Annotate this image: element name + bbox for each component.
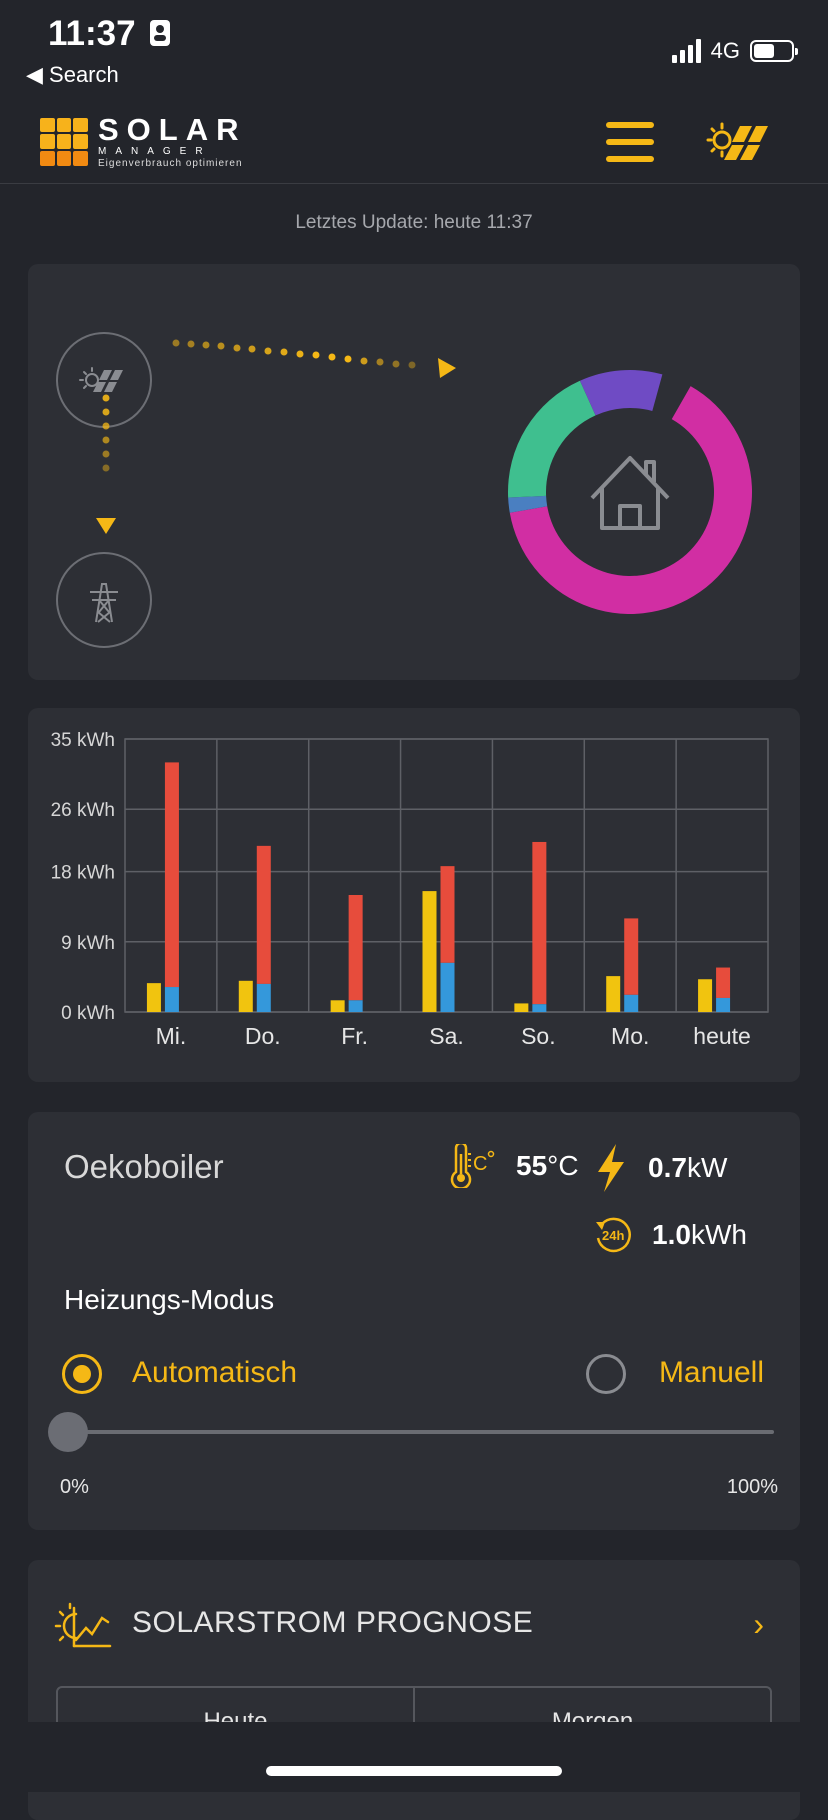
last-update-text: Letztes Update: heute 11:37 — [295, 212, 533, 233]
24h-icon: 24h — [596, 1217, 631, 1253]
chevron-right-icon[interactable]: › — [753, 1606, 764, 1642]
energy-value: 1.0 — [652, 1219, 691, 1250]
power-slider-track[interactable] — [74, 1430, 774, 1434]
bar-grid-consumption — [624, 918, 639, 995]
energy-unit: kWh — [690, 1219, 747, 1250]
sun-panel-icon[interactable] — [706, 116, 770, 164]
contact-card-icon — [150, 20, 171, 46]
power-unit: kW — [686, 1152, 728, 1183]
weekly-energy-card: 0 kWh 9 kWh 18 kWh 26 kWh 35 kWh Mi. Do. Fr. Sa.… — [28, 708, 800, 1082]
energy-flow-card — [28, 264, 800, 680]
solar-panel-logo-icon — [40, 117, 88, 166]
lightning-icon — [598, 1144, 624, 1192]
donut-segment-0 — [509, 386, 752, 614]
solar-to-house-arrow — [172, 339, 456, 378]
bar-self-consumption — [348, 1000, 363, 1012]
logo-subtitle: MANAGER — [98, 146, 212, 157]
bar-production — [514, 1003, 529, 1012]
bar-self-consumption — [256, 983, 271, 1012]
bar-self-consumption — [440, 962, 455, 1012]
x-tick-label: Do. — [245, 1023, 281, 1049]
x-tick-label: So. — [521, 1023, 556, 1049]
x-tick-label: heute — [693, 1023, 751, 1049]
back-to-search-link[interactable]: ◀ Search — [26, 62, 119, 87]
bar-grid-consumption — [164, 762, 179, 988]
radio-manual-label[interactable]: Manuell — [658, 1356, 764, 1389]
x-tick-label: Sa. — [429, 1023, 464, 1049]
thermometer-celsius-icon: C — [450, 1144, 495, 1188]
logo-title: SOLAR — [98, 112, 247, 147]
status-time: 11:37 — [48, 14, 171, 54]
boiler-title: Oekoboiler — [64, 1148, 224, 1185]
svg-text:C: C — [473, 1153, 487, 1175]
status-indicators: 4G — [671, 36, 798, 66]
bar-grid-consumption — [348, 895, 363, 1001]
solar-forecast-chart-icon — [54, 1602, 112, 1648]
boiler-energy-24h: 24h 1.0kWh — [594, 1216, 747, 1254]
bottom-safe-area — [0, 1722, 828, 1792]
grid-node[interactable] — [56, 552, 152, 648]
solar-node-icon — [79, 367, 123, 392]
donut-segment-2 — [508, 380, 596, 498]
radio-automatic-label[interactable]: Automatisch — [132, 1356, 298, 1389]
network-type: 4G — [710, 38, 740, 63]
heating-mode-title: Heizungs-Modus — [64, 1284, 275, 1315]
boiler-card: Oekoboiler C 55°C 0.7kW 24h 1.0kWh Heizu… — [28, 1112, 800, 1530]
logo-tagline: Eigenverbrauch optimieren — [98, 158, 243, 169]
battery-icon — [750, 40, 798, 62]
house-icon — [590, 456, 670, 530]
bar-grid-consumption — [440, 866, 455, 963]
signal-strength-icon — [671, 39, 701, 63]
power-slider-thumb[interactable] — [48, 1412, 88, 1452]
grid-pylon-icon — [90, 583, 118, 623]
radio-manual[interactable] — [586, 1354, 626, 1394]
boiler-temperature: C 55°C — [446, 1144, 579, 1188]
y-tick-label: 26 kWh — [51, 800, 115, 821]
radio-automatic[interactable] — [62, 1354, 102, 1394]
app-logo[interactable]: SOLAR MANAGER Eigenverbrauch optimieren — [40, 114, 247, 169]
home-indicator[interactable] — [266, 1766, 562, 1776]
donut-segment-3 — [579, 370, 663, 416]
solar-forecast-title: SOLARSTROM PROGNOSE — [132, 1606, 534, 1639]
hamburger-menu-icon[interactable] — [604, 120, 656, 164]
temperature-unit: °C — [547, 1150, 579, 1181]
svg-text:24h: 24h — [602, 1228, 624, 1243]
energy-flow-diagram — [96, 339, 752, 614]
solar-to-grid-arrow — [96, 394, 116, 534]
weekly-energy-bar-chart: 0 kWh 9 kWh 18 kWh 26 kWh 35 kWh Mi. Do. Fr. Sa.… — [51, 730, 769, 1049]
x-tick-label: Mi. — [156, 1023, 187, 1049]
bar-self-consumption — [624, 994, 639, 1012]
bar-production — [698, 979, 713, 1012]
power-value: 0.7 — [648, 1152, 687, 1183]
bar-production — [146, 983, 161, 1012]
slider-min-label: 0% — [60, 1476, 89, 1498]
bar-grid-consumption — [716, 967, 731, 998]
bar-self-consumption — [716, 997, 731, 1012]
consumption-donut-chart — [508, 370, 752, 614]
bar-self-consumption — [164, 987, 179, 1012]
y-tick-label: 35 kWh — [51, 730, 115, 751]
status-bar: 11:37 ◀ Search 4G — [0, 0, 828, 100]
bar-production — [238, 980, 253, 1012]
x-tick-label: Fr. — [341, 1023, 368, 1049]
bar-self-consumption — [532, 1004, 547, 1012]
y-tick-label: 18 kWh — [51, 863, 115, 884]
bar-production — [606, 976, 621, 1012]
app-header: SOLAR MANAGER Eigenverbrauch optimieren — [0, 100, 828, 184]
y-tick-label: 9 kWh — [61, 933, 115, 954]
boiler-power: 0.7kW — [594, 1144, 727, 1192]
donut-segment-1 — [508, 495, 548, 513]
y-tick-label: 0 kWh — [61, 1003, 115, 1024]
slider-max-label: 100% — [726, 1476, 778, 1498]
bar-production — [330, 1000, 345, 1012]
bar-grid-consumption — [256, 845, 271, 984]
temperature-value: 55 — [516, 1150, 548, 1181]
bar-production — [422, 891, 437, 1012]
battery-level — [754, 44, 774, 58]
x-tick-label: Mo. — [611, 1023, 649, 1049]
bar-grid-consumption — [532, 841, 547, 1005]
